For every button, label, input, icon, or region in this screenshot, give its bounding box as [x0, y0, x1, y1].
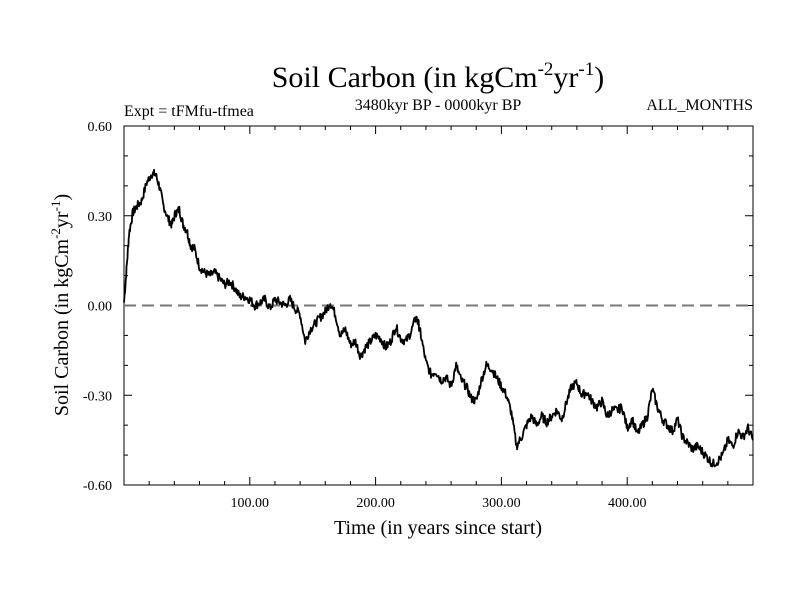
- axis-tick-labels: 100.00 200.00 300.00 400.00 0.60 0.30 0.00 -0.3…: [83, 120, 647, 511]
- y-tick-label: -0.60: [83, 479, 112, 494]
- y-tick-label: 0.60: [88, 120, 113, 135]
- experiment-label: Expt = tFMfu-tfmea: [124, 103, 254, 120]
- y-tick-label: -0.30: [83, 389, 112, 404]
- x-tick-label: 100.00: [231, 496, 270, 511]
- y-axis-label: Soil Carbon (in kgCm-2yr-1): [48, 194, 73, 416]
- x-tick-label: 400.00: [608, 496, 647, 511]
- x-tick-label: 200.00: [356, 496, 395, 511]
- y-tick-label: 0.30: [88, 210, 113, 225]
- y-tick-label: 0.00: [88, 300, 113, 315]
- soil-carbon-series-line: [123, 168, 754, 468]
- x-tick-label: 300.00: [482, 496, 521, 511]
- time-range-label: 3480kyr BP - 0000kyr BP: [355, 97, 522, 114]
- x-axis-label: Time (in years since start): [334, 517, 542, 539]
- axis-ticks: [124, 125, 753, 486]
- months-label: ALL_MONTHS: [646, 97, 753, 114]
- chart-title: Soil Carbon (in kgCm-2yr-1): [272, 59, 605, 94]
